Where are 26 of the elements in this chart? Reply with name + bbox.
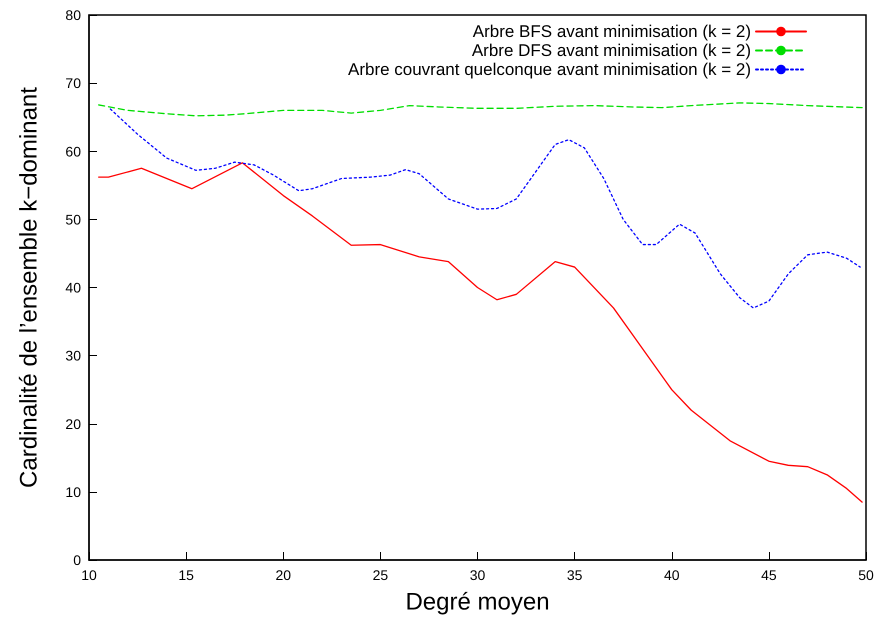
y-tick-label: 50 [65,211,82,228]
y-tick-label: 0 [73,552,82,568]
x-tick-label: 30 [470,567,486,583]
line-series [98,102,863,116]
y-tick-label: 60 [65,143,82,160]
y-tick-label: 10 [65,484,82,500]
x-tick-label: 45 [761,567,777,583]
x-tick-label: 20 [275,567,292,583]
y-tick-label: 40 [65,280,82,296]
x-tick-label: 40 [664,567,680,583]
x-tick-label: 50 [858,567,874,583]
y-tick-label: 70 [65,75,82,92]
y-tick-label: 80 [65,7,82,23]
y-axis-title: Cardinalité de l’ensemble k−dominant [16,86,42,488]
line-series [110,108,861,309]
x-tick-label: 35 [566,567,583,583]
y-tick-label: 30 [65,348,82,364]
line-series [98,162,863,503]
legend-label: Arbre BFS avant minimisation (k = 2) [472,22,751,41]
x-tick-label: 10 [81,567,97,583]
legend-label: Arbre DFS avant minimisation (k = 2) [472,41,751,60]
y-tick-label: 20 [65,416,82,432]
x-tick-label: 15 [178,567,194,583]
x-axis-title: Degré moyen [405,588,550,616]
x-tick-label: 25 [372,567,388,583]
legend-label: Arbre couvrant quelconque avant minimisation (k = 2) [348,60,751,79]
